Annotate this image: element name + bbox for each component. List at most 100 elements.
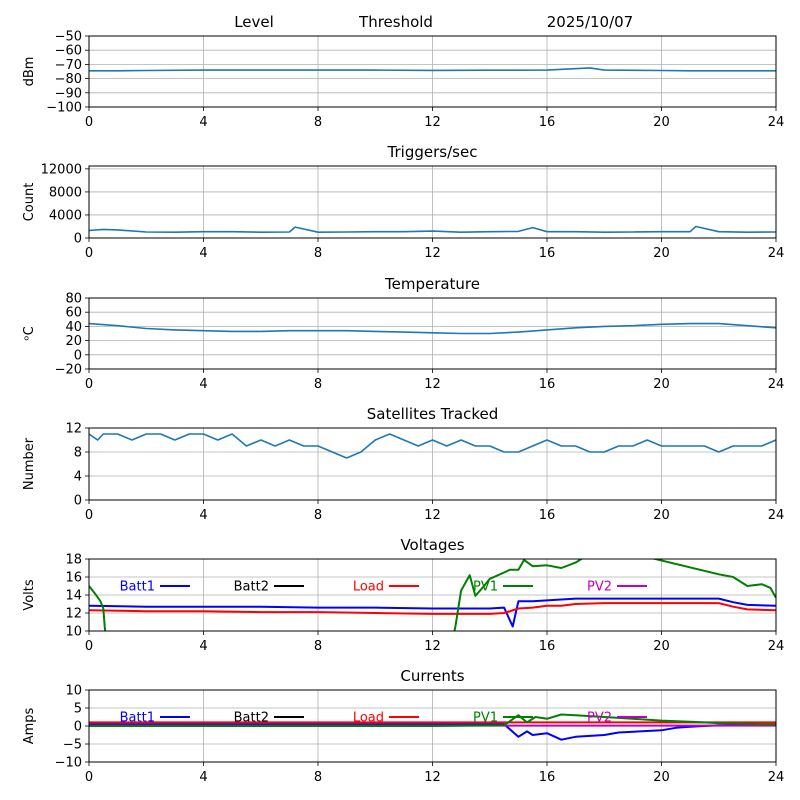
y-tick-label: 8 xyxy=(74,446,82,461)
y-tick-label: −20 xyxy=(55,363,82,378)
y-tick-label: −80 xyxy=(55,72,82,87)
y-tick-label: −50 xyxy=(55,30,82,45)
legend-label-batt2: Batt2 xyxy=(234,711,269,726)
chart-title: Currents xyxy=(400,667,464,685)
y-tick-label: −5 xyxy=(63,738,82,753)
legend-label-batt1: Batt1 xyxy=(120,580,155,595)
x-tick-label: 24 xyxy=(768,770,785,785)
y-axis-label: Volts xyxy=(22,579,37,611)
x-tick-label: 16 xyxy=(539,377,556,392)
x-tick-label: 0 xyxy=(85,377,93,392)
series-line xyxy=(89,67,776,72)
x-tick-label: 0 xyxy=(85,246,93,261)
y-tick-label: 0 xyxy=(74,348,82,363)
x-tick-label: 20 xyxy=(653,639,670,654)
plot-frame xyxy=(88,558,777,632)
plot-frame xyxy=(88,689,777,763)
x-tick-label: 4 xyxy=(199,377,207,392)
y-tick-label: −90 xyxy=(55,86,82,101)
x-tick-label: 4 xyxy=(199,639,207,654)
x-tick-label: 16 xyxy=(539,508,556,523)
series-line xyxy=(89,433,776,459)
x-tick-label: 16 xyxy=(539,639,556,654)
x-tick-label: 8 xyxy=(314,115,322,130)
chart-title: Triggers/sec xyxy=(387,143,478,161)
x-tick-label: 20 xyxy=(653,508,670,523)
chart-title: Voltages xyxy=(400,536,464,554)
x-tick-label: 8 xyxy=(314,639,322,654)
x-tick-label: 24 xyxy=(768,115,785,130)
legend-label-pv1: PV1 xyxy=(473,580,498,595)
plot-frame xyxy=(88,35,777,108)
date-header: 2025/10/07 xyxy=(547,13,633,31)
plot-frame xyxy=(88,165,777,239)
x-tick-label: 12 xyxy=(424,770,441,785)
chart-panel-4: 0 4 8 12 16 20 24 10 12 14 16 18 Voltages Volts Batt1 B… xyxy=(22,536,784,654)
legend-label-pv1: PV1 xyxy=(473,711,498,726)
y-tick-label: 0 xyxy=(74,494,82,509)
series-line-batt1 xyxy=(89,723,776,741)
y-axis-label: Amps xyxy=(22,707,37,744)
series-line xyxy=(89,322,776,335)
legend-label-load: Load xyxy=(353,711,384,726)
x-tick-label: 12 xyxy=(424,115,441,130)
x-tick-label: 8 xyxy=(314,508,322,523)
legend-label-pv2: PV2 xyxy=(587,711,612,726)
x-tick-label: 16 xyxy=(539,115,556,130)
series-line-load xyxy=(89,602,776,615)
x-tick-label: 12 xyxy=(424,639,441,654)
y-tick-label: 16 xyxy=(65,571,82,586)
y-tick-label: 80 xyxy=(65,292,82,307)
y-tick-label: 0 xyxy=(74,232,82,247)
y-tick-label: 20 xyxy=(65,334,82,349)
x-tick-label: 4 xyxy=(199,246,207,261)
y-tick-label: 4 xyxy=(74,470,82,485)
series-line-pv1 xyxy=(89,713,776,727)
x-tick-label: 16 xyxy=(539,770,556,785)
chart-panel-1: 0 4 8 12 16 20 24 0 4000 8000 12000 Triggers/sec Cou… xyxy=(22,143,784,261)
y-tick-label: 14 xyxy=(65,589,82,604)
x-tick-label: 4 xyxy=(199,508,207,523)
plot-frame xyxy=(88,297,777,370)
legend-label-load: Load xyxy=(353,580,384,595)
y-tick-label: −10 xyxy=(55,756,82,771)
legend-label-batt2: Batt2 xyxy=(234,580,269,595)
y-tick-label: 40 xyxy=(65,320,82,335)
y-tick-label: 12 xyxy=(65,607,82,622)
x-tick-label: 0 xyxy=(85,115,93,130)
x-tick-label: 16 xyxy=(539,246,556,261)
x-tick-label: 0 xyxy=(85,770,93,785)
x-tick-label: 24 xyxy=(768,246,785,261)
y-axis-label: Number xyxy=(22,437,37,490)
y-axis-label: dBm xyxy=(22,57,37,87)
threshold-header: Threshold xyxy=(358,13,433,31)
series-line-pv1 xyxy=(89,559,776,631)
series-line-batt1 xyxy=(89,597,776,628)
y-tick-label: −100 xyxy=(46,101,82,116)
x-tick-label: 4 xyxy=(199,115,207,130)
x-tick-label: 8 xyxy=(314,246,322,261)
chart-panel-0: 0 4 8 12 16 20 24 −50−60−70−80−90−100 dBm xyxy=(22,30,784,131)
series-line xyxy=(89,225,776,233)
x-tick-label: 20 xyxy=(653,770,670,785)
x-tick-label: 12 xyxy=(424,246,441,261)
plot-frame xyxy=(88,427,777,501)
x-tick-label: 20 xyxy=(653,115,670,130)
chart-title: Temperature xyxy=(384,275,480,293)
y-tick-label: 10 xyxy=(65,625,82,640)
x-tick-label: 8 xyxy=(314,377,322,392)
y-axis-label: Count xyxy=(22,183,37,222)
x-tick-label: 4 xyxy=(199,770,207,785)
y-tick-label: −60 xyxy=(55,44,82,59)
x-tick-label: 24 xyxy=(768,639,785,654)
y-tick-label: 5 xyxy=(74,702,82,717)
chart-panel-3: 0 4 8 12 16 20 24 0 4 8 12 Satellites Tracked Number xyxy=(22,405,784,523)
x-tick-label: 12 xyxy=(424,377,441,392)
y-tick-label: 0 xyxy=(74,720,82,735)
y-tick-label: −70 xyxy=(55,58,82,73)
x-tick-label: 24 xyxy=(768,508,785,523)
x-tick-label: 12 xyxy=(424,508,441,523)
